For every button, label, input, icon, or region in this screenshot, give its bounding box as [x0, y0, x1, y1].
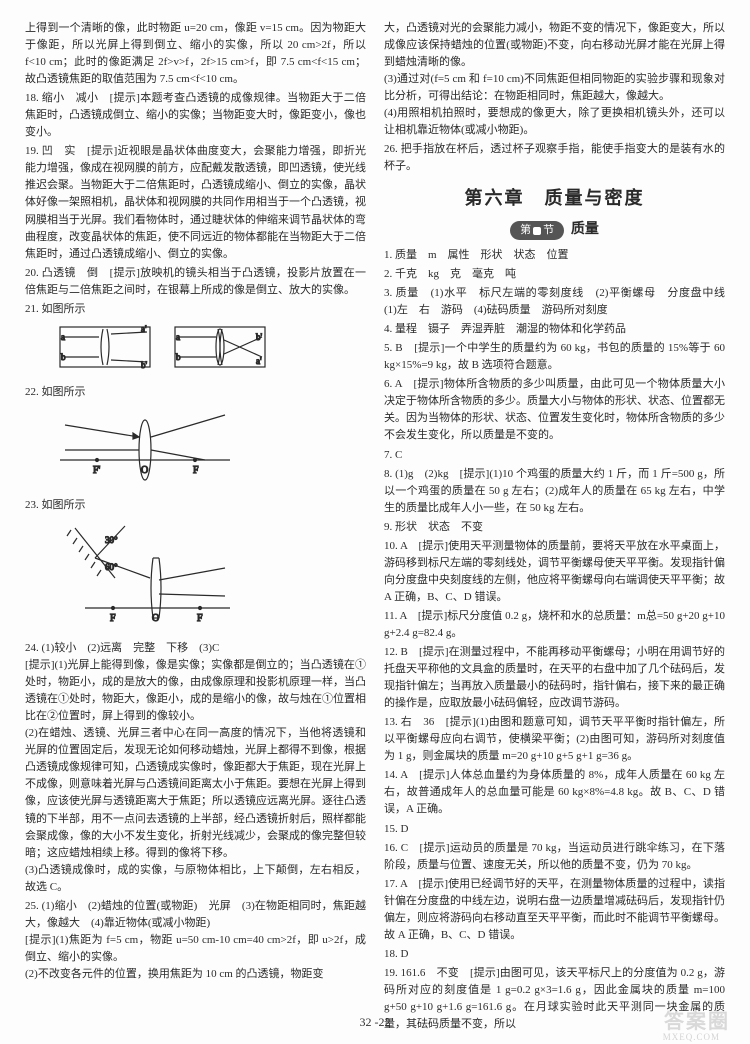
svg-text:a: a: [176, 332, 180, 342]
label-F-left: F: [110, 613, 116, 624]
watermark-sub: MXEQ.COM: [663, 1032, 720, 1042]
question-24: 24. (1)较小 (2)远离 完整 下移 (3)C [提示](1)光屏上能得到…: [25, 640, 366, 896]
label-60deg: 60°: [105, 562, 118, 572]
convex-lens-icon: F' O F: [55, 405, 235, 485]
question-21: 21. 如图所示: [25, 301, 366, 318]
s18: 18. D: [384, 946, 725, 963]
s7: 7. C: [384, 447, 725, 464]
section-header: 第节 质量: [384, 219, 725, 241]
label-F: F: [193, 465, 199, 476]
s13: 13. 右 36 [提示](1)由图和题意可知，调节天平平衡时指针偏左，所以平衡…: [384, 714, 725, 765]
label-F-right: F: [197, 613, 203, 624]
s2: 2. 千克 kg 克 毫克 吨: [384, 266, 725, 283]
s8: 8. (1)g (2)kg [提示](1)10 个鸡蛋的质量大约 1 斤，而 1…: [384, 466, 725, 517]
lens-pair-icon: a a' b b' a b' b a': [55, 322, 275, 372]
watermark-main: 答案圈: [664, 1005, 730, 1034]
figure-22: F' O F: [55, 405, 366, 491]
question-25: 25. (1)缩小 (2)蜡烛的位置(或物距) 光屏 (3)在物距相同时，焦距越…: [25, 898, 366, 983]
svg-text:a': a': [256, 356, 262, 366]
svg-text:a': a': [141, 324, 147, 334]
s11: 11. A [提示]标尺分度值 0.2 g，烧杯和水的总质量：m总=50 g+2…: [384, 608, 725, 642]
section-pill: 第节: [510, 221, 564, 240]
question-18: 18. 缩小 减小 [提示]本题考查凸透镜的成像规律。当物距大于二倍焦距时，凸透…: [25, 90, 366, 141]
label-30deg: 30°: [105, 535, 118, 545]
pill-right: 节: [543, 224, 554, 236]
pill-square-icon: [533, 227, 541, 235]
label-F-prime: F': [93, 465, 101, 476]
s17: 17. A [提示]使用已经调节好的天平，在测量物体质量的过程中，读指针偏在分度…: [384, 876, 725, 944]
figure-21: a a' b b' a b' b a': [55, 322, 366, 378]
s9: 9. 形状 状态 不变: [384, 519, 725, 536]
label-O2: O: [152, 613, 159, 624]
svg-text:b: b: [61, 352, 66, 362]
two-column-layout: 上得到一个清晰的像，此时物距 u=20 cm，像距 v=15 cm。因为物距大于…: [25, 20, 725, 980]
s16: 16. C [提示]运动员的质量是 70 kg，当运动员进行跳伞练习，在下落阶段…: [384, 840, 725, 874]
page: 上得到一个清晰的像，此时物距 u=20 cm，像距 v=15 cm。因为物距大于…: [0, 0, 750, 1044]
left-column: 上得到一个清晰的像，此时物距 u=20 cm，像距 v=15 cm。因为物距大于…: [25, 20, 366, 980]
s5: 5. B [提示]一个中学生的质量约为 60 kg，书包的质量的 15%等于 6…: [384, 340, 725, 374]
s4: 4. 量程 镊子 弄湿弄脏 潮湿的物体和化学药品: [384, 321, 725, 338]
section-title: 质量: [571, 222, 599, 237]
paragraph-cont: 大，凸透镜对光的会聚能力减小，物距不变的情况下，像距变大，所以成像应该保持蜡烛的…: [384, 20, 725, 139]
right-column: 大，凸透镜对光的会聚能力减小，物距不变的情况下，像距变大，所以成像应该保持蜡烛的…: [384, 20, 725, 980]
s6: 6. A [提示]物体所含物质的多少叫质量，由此可见一个物体质量大小决定于物体所…: [384, 376, 725, 444]
chapter-title: 第六章 质量与密度: [384, 185, 725, 213]
label-O: O: [141, 465, 148, 476]
svg-text:a: a: [61, 332, 65, 342]
mirror-lens-icon: 30° 60° F O F: [55, 518, 235, 628]
s12: 12. B [提示]在测量过程中，不能再移动平衡螺母；小明在用调节好的托盘天平称…: [384, 644, 725, 712]
paragraph-intro: 上得到一个清晰的像，此时物距 u=20 cm，像距 v=15 cm。因为物距大于…: [25, 20, 366, 88]
svg-text:b': b': [141, 360, 148, 370]
question-22: 22. 如图所示: [25, 384, 366, 401]
question-23: 23. 如图所示: [25, 497, 366, 514]
question-20: 20. 凸透镜 倒 [提示]放映机的镜头相当于凸透镜，投影片放置在一倍焦距与二倍…: [25, 265, 366, 299]
question-26: 26. 把手指放在杯后，透过杯子观察手指，能使手指变大的是装有水的杯子。: [384, 141, 725, 175]
s10: 10. A [提示]使用天平测量物体的质量前，要将天平放在水平桌面上，游码移到标…: [384, 538, 725, 606]
figure-23: 30° 60° F O F: [55, 518, 366, 634]
s1: 1. 质量 m 属性 形状 状态 位置: [384, 247, 725, 264]
s15: 15. D: [384, 821, 725, 838]
pill-left: 第: [520, 224, 531, 236]
page-number: 32 -22: [0, 1015, 750, 1030]
question-19: 19. 凹 实 [提示]近视眼是晶状体曲度变大，会聚能力增强，即折光能力增强，像…: [25, 143, 366, 262]
svg-text:b: b: [176, 352, 181, 362]
s14: 14. A [提示]人体总血量约为身体质量的 8%，成年人质量在 60 kg 左…: [384, 767, 725, 818]
s3: 3. 质量 (1)水平 标尺左端的零刻度线 (2)平衡螺母 分度盘中线 (1)左…: [384, 285, 725, 319]
